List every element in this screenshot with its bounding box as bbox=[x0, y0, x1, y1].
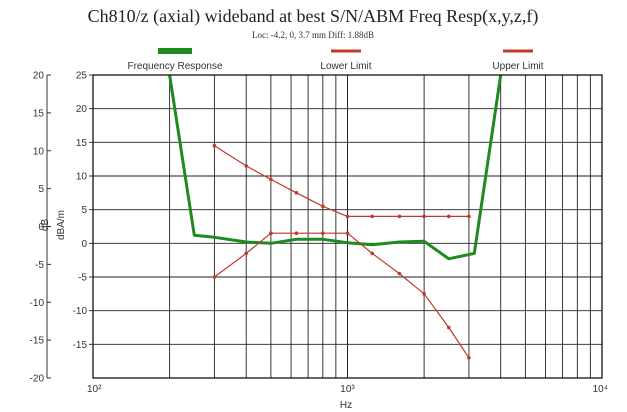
inner-y-tick-label: -15 bbox=[73, 340, 88, 351]
upper-limit-point bbox=[370, 214, 374, 219]
upper-limit-point bbox=[397, 214, 402, 219]
chart-title: Ch810/z (axial) wideband at best S/N/ABM… bbox=[88, 6, 539, 27]
legend: Frequency Response Lower Limit Upper Limit bbox=[127, 48, 544, 72]
inner-y-tick-label: -5 bbox=[78, 273, 87, 284]
lower-limit-point bbox=[446, 325, 451, 330]
legend-label-upper-limit: Upper Limit bbox=[492, 61, 543, 72]
upper-limit-point bbox=[446, 214, 451, 219]
inner-y-tick-label: 20 bbox=[76, 104, 88, 115]
lower-limit-point bbox=[269, 231, 273, 236]
upper-limit-point bbox=[294, 191, 299, 195]
series-group bbox=[168, 75, 503, 360]
outer-y-tick-label: 15 bbox=[33, 108, 45, 119]
upper-limit-point bbox=[345, 214, 350, 219]
outer-y-tick-label: 20 bbox=[33, 71, 45, 82]
lower-limit-point bbox=[345, 231, 350, 236]
outer-y-tick-label: -5 bbox=[35, 260, 44, 271]
frequency-response-line bbox=[168, 75, 503, 261]
lower-limit-point bbox=[212, 275, 217, 279]
outer-y-tick-label: 0 bbox=[38, 222, 44, 233]
upper-limit-point bbox=[212, 143, 217, 148]
legend-swatch-frequency-response bbox=[158, 48, 192, 54]
chart-subtitle: Loc: -4.2, 0, 3.7 mm Diff: 1.88dB bbox=[252, 30, 374, 40]
x-tick-label: 10³ bbox=[340, 384, 355, 395]
x-axis-label: Hz bbox=[340, 400, 352, 411]
inner-y-tick-label: 10 bbox=[76, 172, 88, 183]
legend-label-lower-limit: Lower Limit bbox=[320, 61, 371, 72]
y-axis-label-inner: dBA/m bbox=[56, 210, 67, 240]
legend-swatch-lower-limit bbox=[331, 49, 361, 53]
y-axis-label-outer: dB bbox=[40, 219, 51, 232]
grid bbox=[92, 74, 602, 379]
outer-y-tick-label: 10 bbox=[33, 146, 45, 157]
inner-y-tick-label: 5 bbox=[81, 205, 87, 216]
lower-limit-point bbox=[467, 356, 471, 360]
series-layer bbox=[168, 75, 503, 360]
upper-limit-point bbox=[269, 177, 273, 182]
lower-limit-point bbox=[422, 292, 426, 296]
lower-limit-point bbox=[244, 251, 249, 256]
lower-limit-point bbox=[321, 231, 325, 236]
x-tick-label: 10² bbox=[87, 384, 102, 395]
inner-y-tick-label: -10 bbox=[73, 306, 88, 317]
upper-limit-point bbox=[467, 214, 471, 219]
upper-limit-point bbox=[422, 214, 426, 219]
lower-limit-point bbox=[397, 271, 402, 276]
upper-limit-point bbox=[244, 164, 249, 168]
lower-limit-point bbox=[294, 231, 299, 236]
legend-label-frequency-response: Frequency Response bbox=[127, 61, 222, 72]
outer-y-tick-label: 5 bbox=[38, 184, 44, 195]
outer-y-tick-label: -10 bbox=[30, 298, 45, 309]
outer-y-tick-label: -20 bbox=[30, 374, 45, 385]
legend-swatch-upper-limit bbox=[503, 49, 533, 53]
upper-limit-point bbox=[321, 204, 325, 209]
inner-y-tick-label: 15 bbox=[76, 138, 88, 149]
plot-border bbox=[92, 74, 603, 379]
lower-limit-point bbox=[370, 251, 374, 256]
outer-y-tick-label: -15 bbox=[30, 336, 45, 347]
inner-y-tick-label: 0 bbox=[81, 239, 87, 250]
inner-y-tick-label: 25 bbox=[76, 71, 88, 82]
x-tick-label: 10⁴ bbox=[593, 384, 608, 395]
axes: 20 15 10 5 0 -5 -10 -15 -20 25 20 15 10 5 0 -5 -10 -15 10²… bbox=[30, 71, 608, 396]
